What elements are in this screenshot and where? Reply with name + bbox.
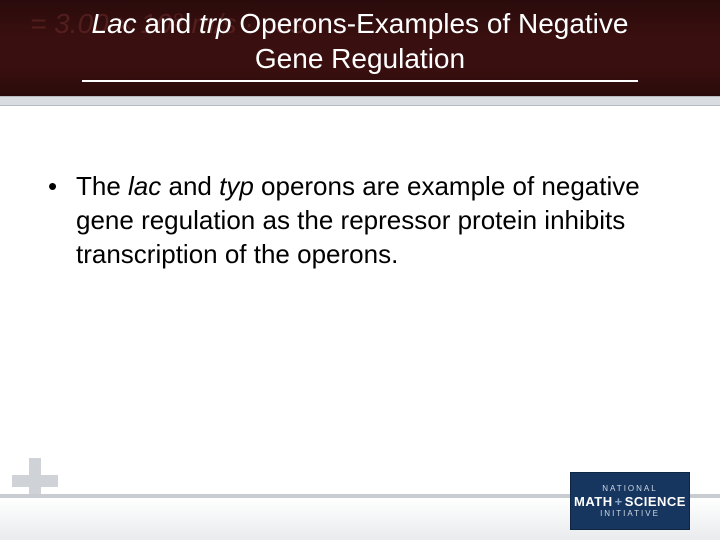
logo-line1: NATIONAL: [574, 485, 686, 493]
title-text-2: Operons-Examples of Negative: [232, 8, 629, 39]
bullet-mid1: and: [161, 171, 219, 201]
title-text-1: and: [137, 8, 199, 39]
bullet-text: The lac and typ operons are example of n…: [76, 170, 672, 271]
body-content: • The lac and typ operons are example of…: [48, 170, 672, 271]
header-divider: [0, 96, 720, 106]
bullet-italic-1: lac: [128, 171, 161, 201]
logo-math: MATH: [574, 494, 613, 509]
slide-title: Lac and trp Operons-Examples of Negative…: [82, 6, 639, 82]
slide: = 3.00 × 10⁸ m/s · cos Lac and trp Opero…: [0, 0, 720, 540]
bullet-item: • The lac and typ operons are example of…: [48, 170, 672, 271]
bullet-marker: •: [48, 170, 76, 271]
nms-logo: NATIONAL MATH+SCIENCE INITIATIVE: [570, 472, 690, 530]
title-container: Lac and trp Operons-Examples of Negative…: [0, 0, 720, 82]
header-band: = 3.00 × 10⁸ m/s · cos Lac and trp Opero…: [0, 0, 720, 96]
title-line2: Gene Regulation: [255, 43, 465, 74]
title-italic-2: trp: [199, 8, 232, 39]
bullet-italic-2: typ: [219, 171, 254, 201]
title-italic-1: Lac: [92, 8, 137, 39]
logo-line2: MATH+SCIENCE: [574, 495, 686, 508]
logo-science: SCIENCE: [625, 494, 686, 509]
logo-line3: INITIATIVE: [574, 510, 686, 518]
bullet-pre: The: [76, 171, 128, 201]
logo-plus-icon: +: [613, 494, 625, 509]
